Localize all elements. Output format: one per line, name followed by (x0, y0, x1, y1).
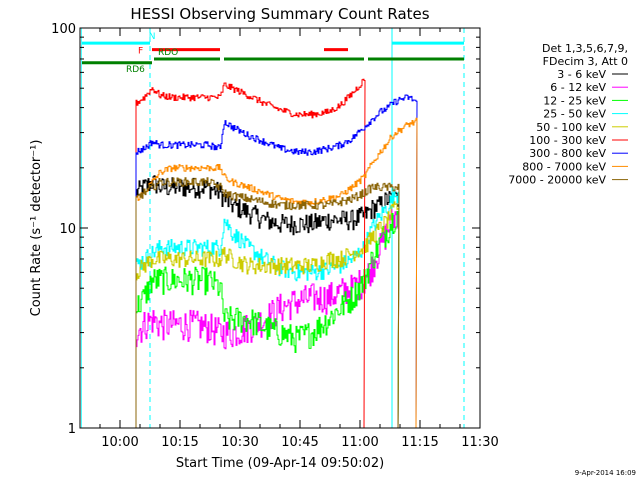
footer-timestamp: 9-Apr-2014 16:09 (575, 469, 636, 477)
series-line (135, 78, 366, 428)
legend-entry-label: 6 - 12 keV (550, 81, 606, 94)
series-line (135, 189, 400, 428)
y-tick-label: 1 (68, 422, 76, 437)
legend: Det 1,3,5,6,7,9,FDecim 3, Att 03 - 6 keV… (508, 42, 628, 187)
flag-label: RD6 (126, 65, 145, 75)
legend-entry-label: 7000 - 20000 keV (508, 174, 606, 187)
x-axis: 10:00 10:15 10:30 10:45 11:00 11:15 11:30 (79, 28, 499, 450)
y-tick-label: 100 (51, 22, 76, 37)
legend-header: FDecim 3, Att 0 (543, 55, 628, 68)
series-line (135, 210, 400, 428)
series-line (135, 201, 400, 428)
legend-entry-label: 300 - 800 keV (529, 147, 606, 160)
interval-markers (81, 28, 465, 428)
legend-entry-label: 800 - 7000 keV (522, 160, 606, 173)
series-line (135, 117, 418, 428)
x-tick-label: 10:45 (281, 435, 318, 450)
x-tick-label: 11:15 (401, 435, 438, 450)
x-tick-label: 10:00 (101, 435, 138, 450)
legend-entry-label: 25 - 50 keV (543, 108, 606, 121)
x-tick-label: 11:30 (461, 435, 498, 450)
legend-entry-label: 3 - 6 keV (557, 68, 606, 81)
legend-entry-label: 12 - 25 keV (543, 94, 606, 107)
x-tick-label: 10:15 (161, 435, 198, 450)
x-axis-label: Start Time (09-Apr-14 09:50:02) (176, 456, 384, 471)
legend-entry-label: 100 - 300 keV (529, 134, 606, 147)
x-tick-label: 11:00 (341, 435, 378, 450)
flag-label: N (149, 32, 156, 42)
legend-entry-label: 50 - 100 keV (536, 121, 606, 134)
series-line (135, 94, 418, 428)
observing-flags: NF RDO RD6 (82, 32, 464, 75)
chart-title: HESSI Observing Summary Count Rates (130, 5, 429, 23)
series-line (135, 177, 400, 428)
x-tick-label: 10:30 (221, 435, 258, 450)
y-axis-label: Count Rate (s⁻¹ detector⁻¹) (29, 140, 44, 317)
flag-label: F (138, 47, 143, 57)
series-layer (135, 78, 418, 428)
y-axis: 1 10 100 (51, 22, 480, 437)
y-tick-label: 10 (59, 222, 76, 237)
flag-label: RDO (158, 48, 178, 58)
series-line (135, 175, 400, 428)
legend-header: Det 1,3,5,6,7,9, (542, 42, 628, 55)
